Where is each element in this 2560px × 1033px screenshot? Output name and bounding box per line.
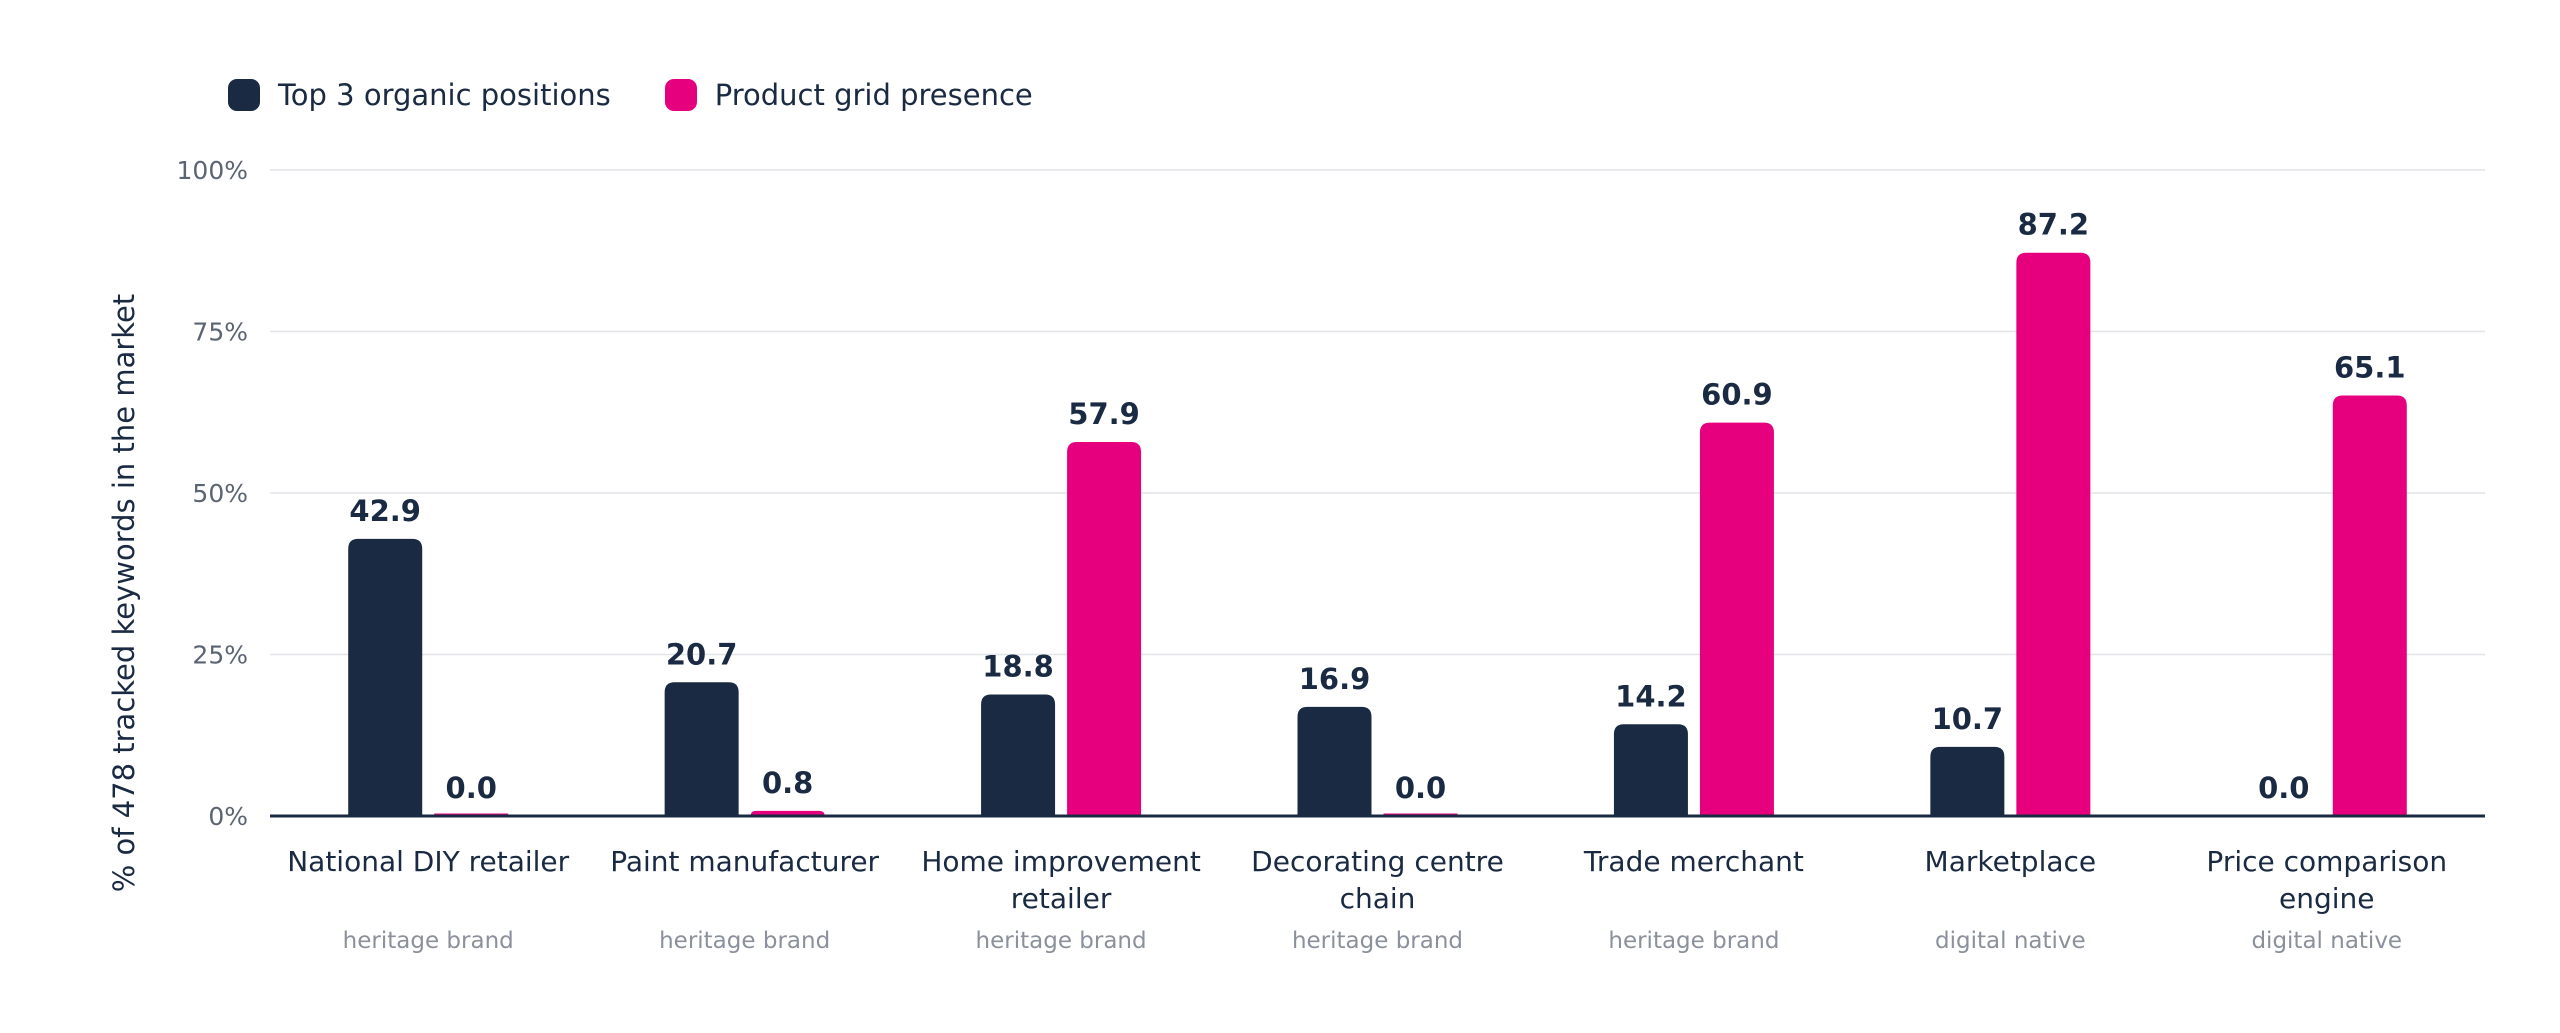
category-subtitle: digital native [1935, 928, 2086, 954]
legend-swatch-product-grid [664, 79, 697, 111]
x-tick-label: Marketplace [1925, 845, 2097, 878]
legend-label-product-grid: Product grid presence [714, 78, 1033, 112]
category-subtitle: heritage brand [343, 928, 514, 954]
data-label: 0.0 [446, 771, 497, 805]
bar-top3 [1613, 724, 1688, 816]
data-label: 0.0 [2258, 771, 2309, 805]
y-tick-label: 0% [208, 802, 248, 831]
bar-product-grid [2016, 252, 2091, 817]
data-label: 20.7 [666, 637, 738, 671]
data-label: 18.8 [982, 650, 1054, 684]
y-tick-label: 50% [192, 479, 248, 508]
data-label: 87.2 [2018, 208, 2090, 242]
legend-label-top3: Top 3 organic positions [278, 78, 611, 112]
category-subtitle: heritage brand [659, 928, 830, 954]
bar-product-grid [1699, 422, 1774, 816]
bar-top3 [664, 682, 739, 816]
x-tick-label: Decorating centre [1251, 845, 1504, 878]
data-label: 0.0 [1395, 771, 1446, 805]
y-tick-label: 25% [192, 641, 248, 670]
legend-swatch-top3 [228, 79, 260, 111]
data-label: 65.1 [2334, 350, 2406, 384]
data-label: 10.7 [1932, 702, 2004, 736]
data-label: 14.2 [1615, 679, 1687, 713]
legend-item-top3: Top 3 organic positions [228, 78, 611, 112]
legend-item-product-grid: Product grid presence [664, 78, 1033, 112]
data-label: 0.8 [762, 766, 813, 800]
bar-product-grid [2332, 395, 2407, 816]
y-axis-title: % of 478 tracked keywords in the market [107, 294, 141, 893]
x-tick-label: Price comparison [2206, 845, 2447, 878]
data-label: 57.9 [1068, 397, 1140, 431]
bar-top3 [1297, 706, 1372, 816]
category-subtitle: heritage brand [976, 928, 1147, 954]
data-label: 16.9 [1299, 662, 1371, 696]
y-tick-label: 100% [177, 156, 248, 185]
bar-top3 [1930, 746, 2005, 816]
x-tick-label: retailer [1011, 882, 1112, 915]
x-tick-label: chain [1340, 882, 1416, 915]
data-label: 42.9 [349, 494, 421, 528]
bar-top3 [981, 694, 1056, 816]
data-label: 60.9 [1701, 378, 1773, 412]
category-subtitle: heritage brand [1292, 928, 1463, 954]
category-subtitle: digital native [2251, 928, 2402, 954]
legend: Top 3 organic positions Product grid pre… [228, 78, 1087, 112]
x-tick-label: Paint manufacturer [610, 845, 879, 878]
x-tick-label: Trade merchant [1583, 845, 1804, 878]
x-tick-label: Home improvement [921, 845, 1200, 878]
category-subtitle: heritage brand [1608, 928, 1779, 954]
x-tick-label: National DIY retailer [287, 845, 569, 878]
x-tick-label: engine [2279, 882, 2375, 915]
bar-top3 [348, 538, 423, 816]
bar-product-grid [1067, 441, 1142, 816]
y-tick-label: 75% [192, 318, 248, 347]
